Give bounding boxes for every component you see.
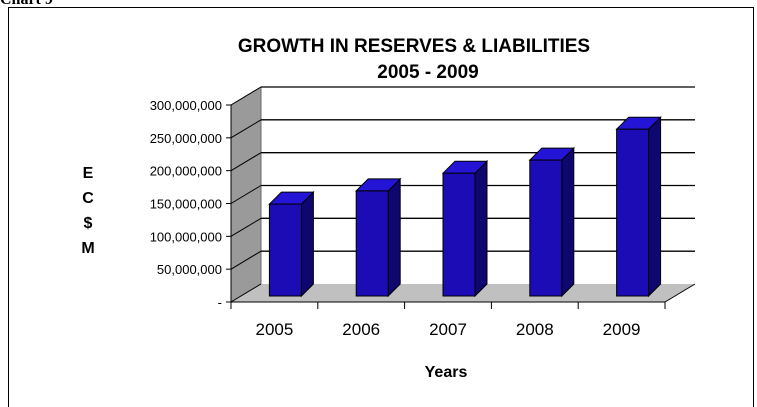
wall-gridline bbox=[230, 86, 262, 106]
y-tick-label: 150,000,000 bbox=[150, 197, 222, 212]
y-tick-label: 50,000,000 bbox=[157, 262, 222, 277]
bar-side bbox=[648, 115, 662, 298]
bar-side bbox=[561, 146, 575, 298]
y-axis-label-letter: E bbox=[83, 165, 94, 182]
bar-2005 bbox=[268, 190, 315, 298]
y-axis-label-letter: C bbox=[82, 190, 94, 207]
chart-title-line-2: 2005 - 2009 bbox=[377, 62, 478, 83]
bar-front bbox=[268, 203, 302, 297]
bar-2007 bbox=[441, 159, 489, 298]
y-tick-label: 100,000,000 bbox=[150, 229, 222, 244]
bar-front bbox=[442, 172, 476, 297]
x-axis-title: Years bbox=[425, 364, 468, 381]
y-tick-label: 200,000,000 bbox=[150, 164, 222, 179]
y-tick-label: 250,000,000 bbox=[150, 131, 222, 146]
y-axis-label-letter: $ bbox=[84, 215, 93, 232]
x-tick-label: 2006 bbox=[342, 320, 380, 339]
bar-front bbox=[355, 190, 389, 297]
x-tick-label: 2009 bbox=[603, 320, 641, 339]
page-label: Chart 9 bbox=[0, 0, 53, 9]
bar-side bbox=[474, 159, 488, 298]
bars bbox=[268, 115, 662, 298]
y-axis-ticks: - 50,000,000 100,000,000 150,000,000 200,000… bbox=[150, 98, 232, 310]
y-tick-label: - bbox=[218, 295, 222, 310]
x-tick-label: 2007 bbox=[429, 320, 467, 339]
bar-side bbox=[300, 190, 314, 298]
x-tick-label: 2008 bbox=[516, 320, 554, 339]
bar-2009 bbox=[615, 115, 662, 298]
floor-edge bbox=[664, 283, 696, 303]
wall-gridline bbox=[230, 283, 262, 303]
wall-gridline bbox=[230, 185, 262, 204]
x-axis: 2005 2006 2007 2008 2009 bbox=[230, 283, 696, 339]
x-tick-label: 2005 bbox=[255, 320, 293, 339]
wall-gridline bbox=[230, 217, 262, 237]
bar-2008 bbox=[528, 146, 576, 298]
y-tick-label: 300,000,000 bbox=[150, 98, 222, 113]
chart-title-line-1: GROWTH IN RESERVES & LIABILITIES bbox=[238, 36, 590, 57]
wall-gridline bbox=[230, 250, 262, 270]
y-axis-label: EC $ M bbox=[81, 165, 94, 257]
wall-gridline bbox=[230, 152, 262, 172]
bar-front bbox=[616, 128, 650, 297]
bar-2006 bbox=[354, 177, 402, 298]
chart-frame bbox=[8, 7, 754, 407]
bar-front bbox=[529, 159, 563, 297]
wall-gridline bbox=[230, 119, 262, 139]
y-axis-label-letter: M bbox=[81, 240, 94, 257]
bar-side bbox=[387, 177, 401, 298]
